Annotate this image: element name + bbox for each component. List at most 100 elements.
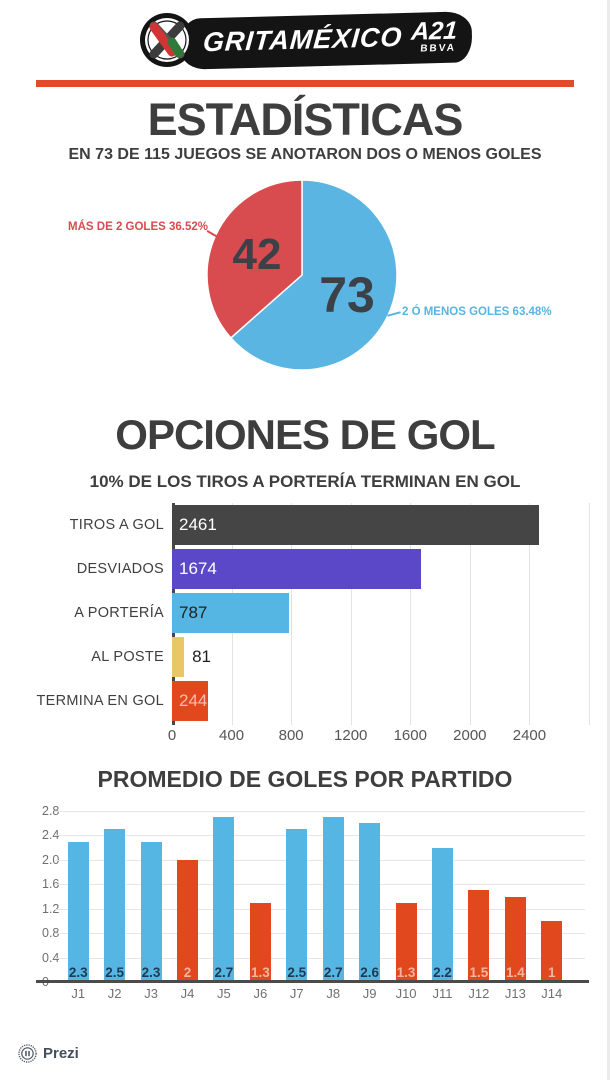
x-axis-tick-label: 1600 bbox=[393, 727, 427, 744]
x-axis-tick-label: 2000 bbox=[453, 727, 487, 744]
gridline bbox=[55, 811, 585, 812]
bar-value-label: 2461 bbox=[179, 515, 217, 534]
divider-line bbox=[36, 80, 574, 87]
bar bbox=[172, 637, 185, 677]
bar-row: TERMINA EN GOL 244 bbox=[0, 679, 610, 723]
bar-category-label: DESVIADOS bbox=[76, 561, 164, 577]
x-axis-category-label: J7 bbox=[289, 986, 304, 1001]
logo-wordmark: GRITAMÉXICO A21 BBVA bbox=[180, 10, 474, 70]
x-axis-category-label: J3 bbox=[144, 986, 158, 1001]
bar bbox=[172, 549, 422, 589]
x-axis-tick-label: 400 bbox=[219, 727, 245, 744]
column-bar bbox=[213, 817, 235, 982]
column-value-label: 2.3 bbox=[68, 965, 88, 980]
column-bar bbox=[359, 823, 381, 982]
bar-track: 2461 bbox=[172, 505, 589, 545]
logo-sponsor-text: BBVA bbox=[419, 42, 457, 55]
header-logo: GRITAMÉXICO A21 BBVA bbox=[0, 6, 610, 74]
x-axis-tick-label: 0 bbox=[167, 727, 177, 744]
pie-slice-value: 73 bbox=[319, 267, 375, 324]
x-axis-category-label: J8 bbox=[326, 986, 341, 1001]
bar bbox=[172, 593, 290, 633]
column-value-label: 2.6 bbox=[360, 965, 380, 980]
prezi-logo: Prezi bbox=[18, 1044, 79, 1063]
column-bar bbox=[504, 896, 526, 982]
y-axis-tick-label: 2.0 bbox=[42, 852, 60, 867]
column-value-label: 2 bbox=[183, 965, 192, 980]
y-axis-tick-label: 2.4 bbox=[42, 828, 60, 843]
column-bar bbox=[286, 829, 308, 982]
bar bbox=[172, 681, 209, 721]
liga-mx-crest-icon bbox=[140, 13, 195, 67]
column-value-label: 2.5 bbox=[105, 965, 125, 980]
bar-track: 1674 bbox=[172, 549, 589, 589]
section-subtitle-estadisticas: EN 73 DE 115 JUEGOS SE ANOTARON DOS O ME… bbox=[68, 146, 542, 163]
bar-value-label: 244 bbox=[179, 691, 208, 710]
bar-track: 244 bbox=[172, 681, 589, 721]
x-axis-category-label: J1 bbox=[71, 986, 86, 1001]
vbar-x-axis-labels: J1 J2 J3 J4 J5 J6 J7 J8 J9 J10 J11 J12 J13 J14 bbox=[55, 986, 585, 1002]
x-axis-category-label: J4 bbox=[180, 986, 195, 1001]
gridline bbox=[55, 835, 585, 837]
bar-value-label: 1674 bbox=[179, 559, 217, 578]
pie-slice-value: 42 bbox=[232, 229, 282, 279]
column-bar bbox=[322, 817, 344, 982]
bar-value-label: 81 bbox=[192, 647, 211, 666]
gridline bbox=[469, 503, 471, 725]
bar-category-label: TERMINA EN GOL bbox=[36, 693, 164, 709]
x-axis-category-label: J6 bbox=[253, 986, 268, 1001]
gridline bbox=[55, 884, 585, 886]
gridline bbox=[55, 933, 585, 935]
vbar-chart: 2.3 2.5 2.3 2 2.7 1.3 2.5 2.7 2.6 1.3 2.2 1.5 1.4 1 bbox=[55, 811, 585, 982]
column-bar bbox=[67, 841, 89, 982]
hbar-chart: TIROS A GOL 2461 DESVIADOS 1674 A PORTERÍA 78… bbox=[0, 503, 610, 723]
gridline bbox=[350, 503, 352, 725]
column-bar bbox=[541, 920, 563, 982]
y-axis-tick-label: 1.6 bbox=[42, 877, 60, 892]
prezi-brand-text: Prezi bbox=[43, 1045, 79, 1062]
x-axis-category-label: J14 bbox=[541, 986, 563, 1001]
gridline bbox=[55, 908, 585, 910]
pie-label-2-o-menos-goles: 2 Ó MENOS GOLES 63.48% bbox=[402, 306, 552, 318]
bar-category-label: AL POSTE bbox=[91, 649, 164, 665]
x-axis-category-label: J9 bbox=[362, 986, 377, 1001]
column-bar bbox=[104, 829, 126, 982]
column-value-label: 1.3 bbox=[250, 965, 270, 980]
bar-row: AL POSTE 81 bbox=[0, 635, 610, 679]
x-axis-category-label: J11 bbox=[432, 986, 453, 1001]
bar-row: A PORTERÍA 787 bbox=[0, 591, 610, 635]
y-axis-tick-label: 0.8 bbox=[42, 926, 60, 941]
column-value-label: 2.7 bbox=[323, 965, 343, 980]
vbar-y-axis-labels: 2.82.42.01.61.20.80.40 bbox=[42, 804, 72, 989]
vbar-axis-line bbox=[36, 980, 589, 983]
hbar-x-axis: 0 400 800 1200 1600 2000 2400 bbox=[168, 727, 589, 745]
column-value-label: 1.5 bbox=[469, 965, 489, 980]
column-bar bbox=[468, 890, 490, 982]
column-value-label: 1 bbox=[548, 965, 556, 980]
x-axis-category-label: J13 bbox=[504, 986, 526, 1001]
bar-track: 787 bbox=[172, 593, 589, 633]
column-bar bbox=[432, 847, 453, 982]
x-axis-tick-label: 800 bbox=[278, 727, 304, 744]
section-title-promedio: PROMEDIO DE GOLES POR PARTIDO bbox=[97, 766, 513, 792]
column-value-label: 2.5 bbox=[287, 965, 307, 980]
column-bar bbox=[140, 841, 162, 982]
bar-track: 81 bbox=[172, 637, 589, 677]
y-axis-tick-label: 0.4 bbox=[42, 950, 60, 965]
x-axis-category-label: J12 bbox=[468, 986, 490, 1001]
gridline bbox=[410, 503, 412, 725]
gridline bbox=[291, 503, 293, 725]
column-value-label: 2.7 bbox=[214, 965, 234, 980]
page-edge bbox=[607, 0, 610, 1080]
prezi-logo-icon bbox=[18, 1044, 37, 1063]
column-value-label: 1.4 bbox=[505, 965, 525, 980]
bar-value-label: 787 bbox=[179, 603, 208, 622]
x-axis-category-label: J2 bbox=[107, 986, 122, 1001]
bar-category-label: A PORTERÍA bbox=[74, 605, 164, 621]
column-bar bbox=[249, 902, 271, 982]
bar-row: DESVIADOS 1674 bbox=[0, 547, 610, 591]
section-title-estadisticas: ESTADÍSTICAS bbox=[147, 94, 464, 145]
column-value-label: 1.3 bbox=[396, 965, 416, 980]
pie-label-mas-de-2-goles: MÁS DE 2 GOLES 36.52% bbox=[68, 221, 208, 233]
